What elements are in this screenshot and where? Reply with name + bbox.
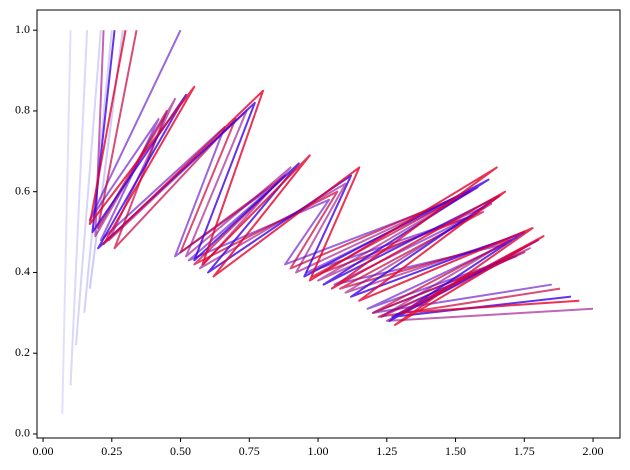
series-line — [69, 30, 89, 386]
x-tick-label: 0.00 — [33, 444, 54, 458]
x-tick-label: 1.50 — [445, 444, 466, 458]
x-tick-label: 0.50 — [170, 444, 191, 458]
x-tick-label: 0.25 — [101, 444, 122, 458]
x-tick-label: 1.00 — [308, 444, 329, 458]
y-tick-label: 0.2 — [15, 345, 30, 359]
x-tick-label: 1.75 — [514, 444, 535, 458]
series-line — [75, 30, 102, 346]
y-tick-label: 0.6 — [15, 183, 30, 197]
x-tick-label: 0.75 — [239, 444, 260, 458]
series-line — [88, 30, 580, 326]
y-tick-label: 0.8 — [15, 103, 30, 117]
series-line — [61, 30, 72, 414]
y-tick-label: 0.4 — [15, 264, 30, 278]
y-tick-label: 0.0 — [15, 426, 30, 440]
series-line — [91, 30, 572, 322]
series-line — [97, 29, 561, 318]
series-line — [88, 29, 552, 314]
plot-frame — [36, 9, 621, 439]
x-tick-label: 2.00 — [583, 444, 604, 458]
x-tick-label: 1.25 — [376, 444, 397, 458]
y-tick-label: 1.0 — [15, 22, 30, 36]
series-line — [94, 30, 594, 322]
